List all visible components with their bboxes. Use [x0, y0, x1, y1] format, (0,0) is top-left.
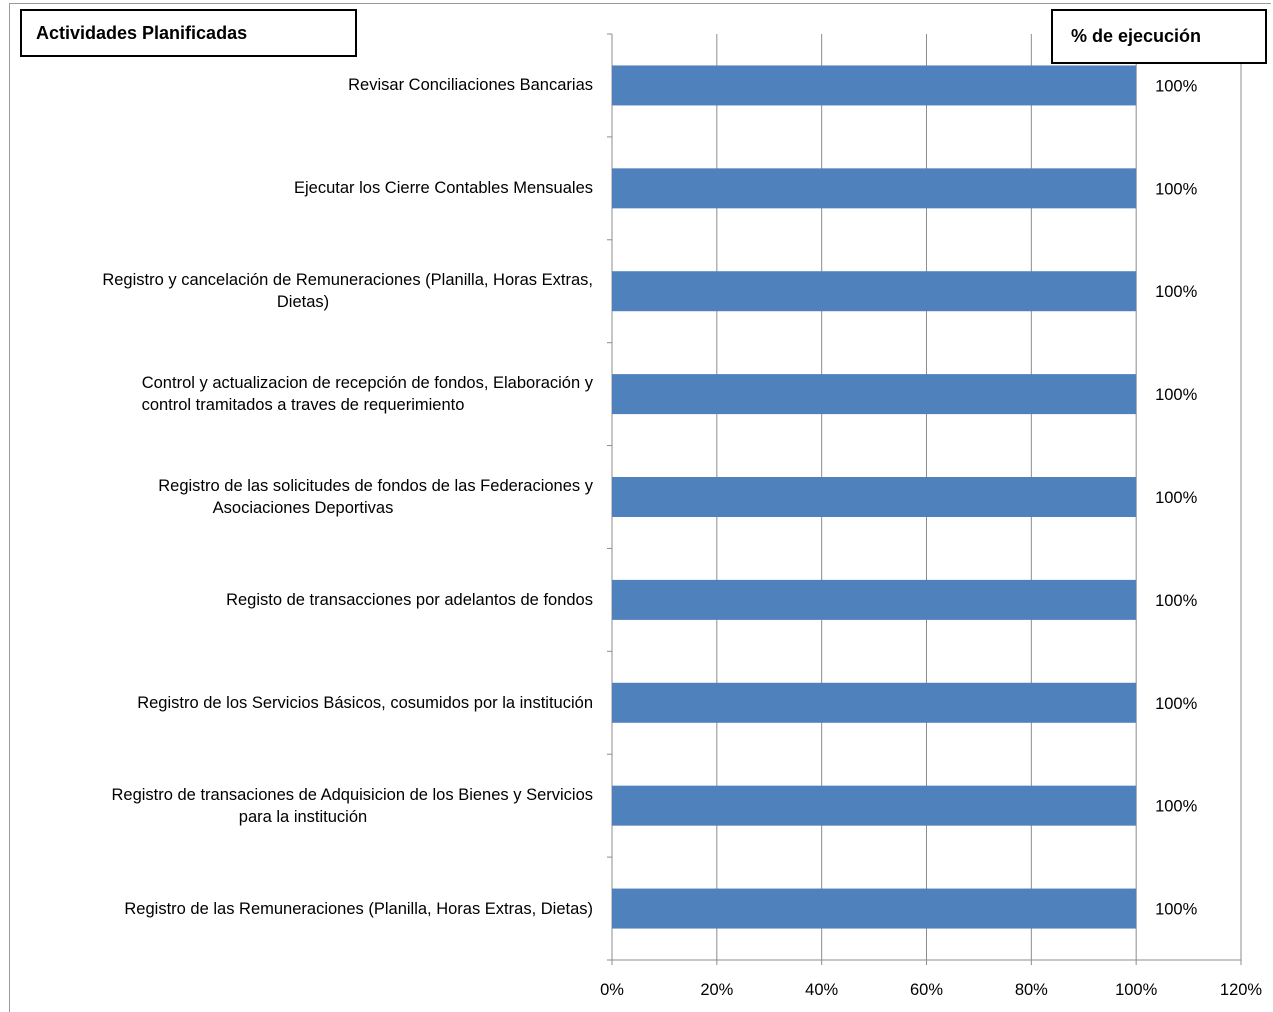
data-label-1: 100% [1155, 180, 1198, 198]
category-label-5: Registo de transacciones por adelantos d… [13, 589, 593, 611]
execution-percent-title: % de ejecución [1071, 26, 1201, 47]
category-label-line: Dietas) [13, 291, 593, 313]
x-tick-label-1: 20% [700, 981, 733, 999]
category-label-line: Registro y cancelación de Remuneraciones… [13, 269, 593, 291]
data-label-7: 100% [1155, 798, 1198, 816]
category-label-1: Ejecutar los Cierre Contables Mensuales [13, 177, 593, 199]
category-label-line: Ejecutar los Cierre Contables Mensuales [13, 177, 593, 199]
x-tick-label-3: 60% [910, 981, 943, 999]
category-label-line: Registro de transaciones de Adquisicion … [13, 784, 593, 806]
category-label-4: Registro de las solicitudes de fondos de… [13, 475, 593, 519]
category-label-6: Registro de los Servicios Básicos, cosum… [13, 692, 593, 714]
x-tick-label-2: 40% [805, 981, 838, 999]
bar-0 [612, 65, 1136, 105]
x-tick-label-6: 120% [1220, 981, 1263, 999]
data-label-3: 100% [1155, 386, 1198, 404]
category-label-7: Registro de transaciones de Adquisicion … [13, 784, 593, 828]
data-label-2: 100% [1155, 283, 1198, 301]
bar-1 [612, 168, 1136, 208]
category-label-line: Revisar Conciliaciones Bancarias [13, 74, 593, 96]
category-label-line: Registro de las solicitudes de fondos de… [13, 475, 593, 497]
category-label-0: Revisar Conciliaciones Bancarias [13, 74, 593, 96]
x-tick-label-0: 0% [600, 981, 624, 999]
bar-6 [612, 683, 1136, 723]
category-label-8: Registro de las Remuneraciones (Planilla… [13, 898, 593, 920]
activities-title-box: Actividades Planificadas [20, 9, 357, 57]
x-tick-label-5: 100% [1115, 981, 1158, 999]
category-label-line: para la institución [13, 806, 593, 828]
execution-percent-title-box: % de ejecución [1051, 9, 1267, 64]
bar-8 [612, 889, 1136, 929]
category-label-line: Registo de transacciones por adelantos d… [13, 589, 593, 611]
data-label-6: 100% [1155, 695, 1198, 713]
category-label-3: Control y actualizacion de recepción de … [13, 372, 593, 416]
category-label-line: Registro de las Remuneraciones (Planilla… [13, 898, 593, 920]
bar-3 [612, 374, 1136, 414]
bar-4 [612, 477, 1136, 517]
category-label-line: control tramitados a traves de requerimi… [13, 394, 593, 416]
bar-2 [612, 271, 1136, 311]
data-label-4: 100% [1155, 489, 1198, 507]
data-label-8: 100% [1155, 901, 1198, 919]
activities-title: Actividades Planificadas [36, 23, 247, 44]
bar-5 [612, 580, 1136, 620]
bar-7 [612, 786, 1136, 826]
category-label-line: Asociaciones Deportivas [13, 497, 593, 519]
category-label-2: Registro y cancelación de Remuneraciones… [13, 269, 593, 313]
category-label-line: Registro de los Servicios Básicos, cosum… [13, 692, 593, 714]
data-label-0: 100% [1155, 77, 1198, 95]
data-label-5: 100% [1155, 592, 1198, 610]
category-label-line: Control y actualizacion de recepción de … [13, 372, 593, 394]
x-tick-label-4: 80% [1015, 981, 1048, 999]
